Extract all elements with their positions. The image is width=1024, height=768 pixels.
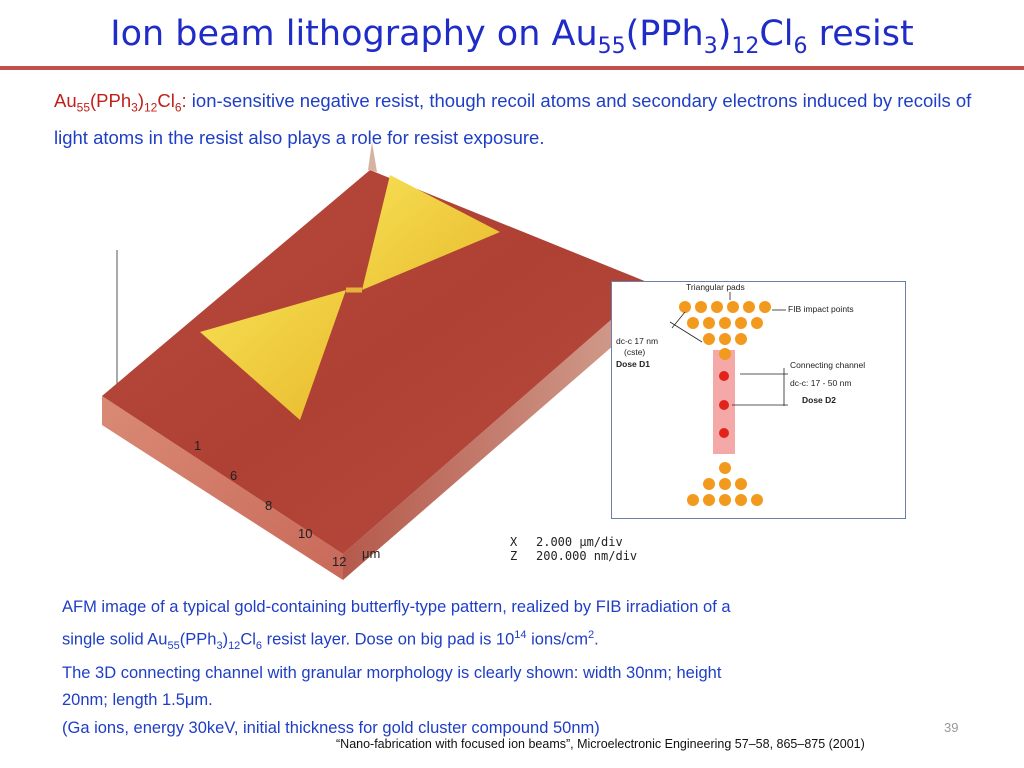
- tick-label: 6: [230, 468, 237, 483]
- tick-label: 12: [332, 554, 346, 569]
- page-number: 39: [944, 720, 959, 735]
- afm-3d-image: 1 6 8 10 12 μm X 2.000 μm/div Z 200.000 …: [102, 142, 650, 580]
- reference-citation: “Nano-fabrication with focused ion beams…: [336, 737, 865, 751]
- afm-side-left: [102, 396, 343, 580]
- upper-triangular-pad: [362, 175, 500, 290]
- afm-surface: [102, 170, 650, 554]
- channel-dots: [719, 371, 729, 438]
- scale-value: 200.000 nm/div: [536, 549, 637, 563]
- resist-formula: Au55(PPh3)12Cl6:: [54, 90, 187, 115]
- dc-label: dc-c 17 nm: [616, 336, 658, 346]
- afm-spike: [368, 142, 377, 172]
- fib-schematic: Triangular pads FIB impact points dc-c 1…: [611, 281, 906, 519]
- scale-label: X: [510, 535, 518, 549]
- slide-title: Ion beam lithography on Au55(PPh3)12Cl6 …: [0, 14, 1024, 59]
- dose-label: Dose D2: [802, 395, 836, 405]
- dose-label: Dose D1: [616, 359, 650, 369]
- scale-label: Z: [510, 549, 517, 563]
- title-sub: 12: [731, 34, 760, 59]
- channel-label: Connecting channel: [790, 360, 865, 370]
- title-text: ): [717, 14, 732, 54]
- dc-label: dc-c: 17 - 50 nm: [790, 378, 851, 388]
- fib-label: FIB impact points: [788, 304, 854, 314]
- tick-label: 1: [194, 438, 201, 453]
- caption-line: 20nm; length 1.5μm.: [62, 691, 213, 710]
- caption-line: single solid Au55(PPh3)12Cl6 resist laye…: [62, 628, 599, 652]
- title-text: Ion beam lithography on Au: [110, 14, 598, 54]
- lower-triangular-pad: [200, 290, 346, 420]
- caption-line: The 3D connecting channel with granular …: [62, 663, 722, 682]
- title-sub: 3: [703, 34, 718, 59]
- top-pad-dots: [679, 301, 771, 506]
- caption-line: AFM image of a typical gold-containing b…: [62, 598, 731, 616]
- scale-value: 2.000 μm/div: [536, 535, 623, 549]
- title-text: Cl: [759, 14, 794, 54]
- intro-paragraph: Au55(PPh3)12Cl6: ion-sensitive negative …: [54, 86, 1004, 152]
- intro-text: ion-sensitive negative resist, though re…: [54, 90, 972, 148]
- axis-unit: μm: [362, 546, 380, 561]
- title-text: (PPh: [625, 14, 704, 54]
- tick-label: 8: [265, 498, 272, 513]
- title-sub: 6: [793, 34, 808, 59]
- title-sub: 55: [597, 34, 626, 59]
- afm-side-right: [343, 285, 650, 580]
- title-divider: [0, 66, 1024, 70]
- caption-line: (Ga ions, energy 30keV, initial thicknes…: [62, 718, 600, 737]
- schematic-title: Triangular pads: [686, 282, 745, 292]
- dc-label: (cste): [624, 347, 645, 357]
- title-text: resist: [807, 14, 914, 54]
- tick-label: 10: [298, 526, 312, 541]
- figure-caption: AFM image of a typical gold-containing b…: [62, 594, 932, 742]
